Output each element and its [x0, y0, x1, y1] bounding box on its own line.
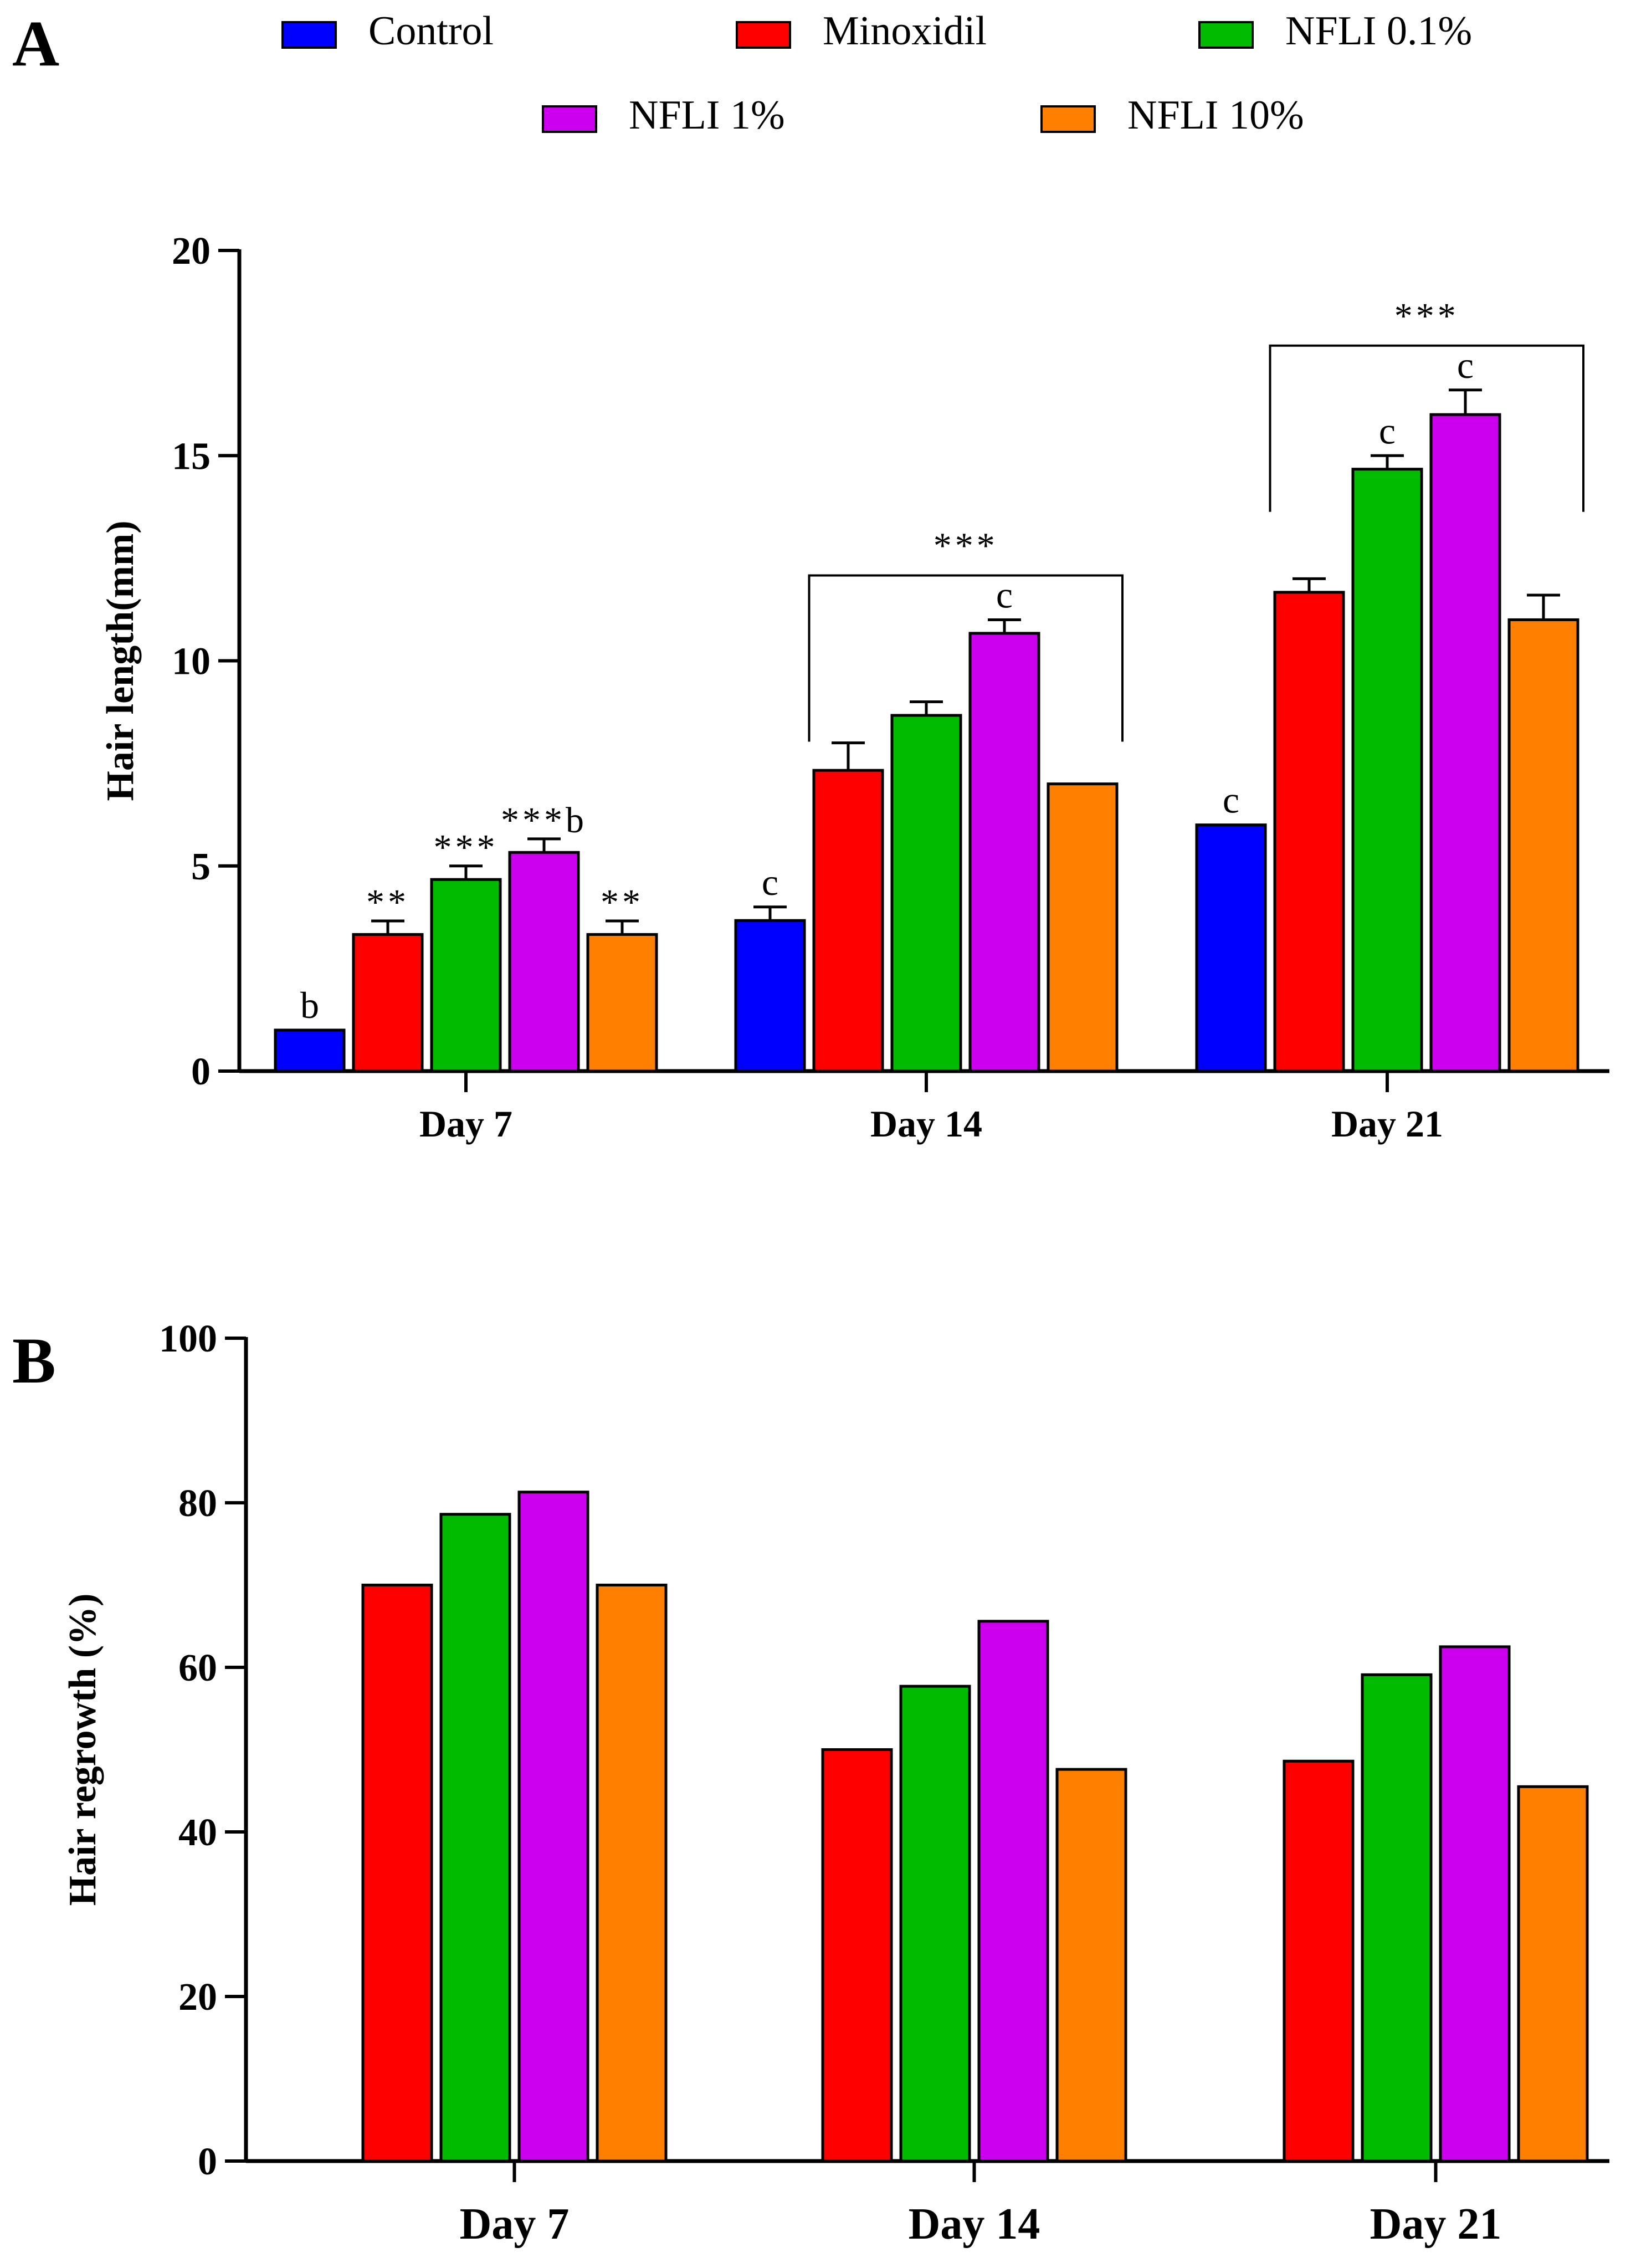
- significance-label-1: ***: [1394, 296, 1459, 336]
- legend-swatch-1: [736, 21, 791, 49]
- y-tick-label-5: 100: [159, 1318, 217, 1360]
- y-tick-label-3: 60: [178, 1647, 217, 1690]
- y-tick-label-1: 5: [191, 846, 211, 888]
- y-tick-label-4: 20: [172, 230, 211, 273]
- bar-1-2: [890, 714, 962, 1073]
- legend: Control Minoxidil NFLI 0.1% NFLI 1% NFLI 10%: [281, 8, 1472, 138]
- bar-2-0: [1283, 1759, 1355, 2163]
- x-tick-label-0: Day 7: [419, 1103, 512, 1145]
- bar-label-0-3: ***b: [501, 800, 587, 841]
- bar-1-4: [1047, 782, 1119, 1073]
- bar-2-2: [1439, 1645, 1511, 2163]
- x-tick-label-0: Day 7: [460, 2200, 570, 2249]
- bar-0-1: [439, 1513, 511, 2163]
- y-axis-title: Hair length(mm): [99, 520, 142, 801]
- y-tick-label-2: 40: [178, 1811, 217, 1854]
- bar-1-3: [968, 632, 1040, 1073]
- bar-label-0-4: **: [601, 882, 644, 923]
- legend-swatch-4: [1040, 105, 1096, 133]
- significance-bracket-1: [1269, 344, 1584, 512]
- bar-1-2: [977, 1620, 1049, 2163]
- bar-2-2: [1351, 468, 1423, 1073]
- bar-2-1: [1273, 591, 1345, 1073]
- legend-swatch-0: [281, 21, 337, 49]
- legend-label-4: NFLI 10%: [1127, 93, 1304, 138]
- bar-0-2: [430, 878, 502, 1073]
- x-tick-label-2: Day 21: [1370, 2200, 1502, 2249]
- bar-label-2-3: c: [1457, 344, 1474, 386]
- legend-label-1: Minoxidil: [823, 8, 987, 54]
- bar-2-0: [1195, 823, 1267, 1073]
- legend-swatch-3: [542, 105, 597, 133]
- bar-2-3: [1517, 1785, 1589, 2163]
- y-tick-label-1: 20: [178, 1976, 217, 2019]
- legend-swatch-2: [1198, 21, 1254, 49]
- bar-1-3: [1055, 1768, 1127, 2163]
- bar-2-1: [1361, 1673, 1433, 2163]
- y-tick-label-4: 80: [178, 1482, 217, 1525]
- y-tick-label-0: 0: [191, 1051, 211, 1093]
- y-tick-label-3: 15: [172, 435, 211, 478]
- bar-0-2: [517, 1491, 589, 2163]
- bar-label-1-3: c: [996, 574, 1013, 616]
- bar-label-2-0: c: [1223, 779, 1239, 821]
- legend-label-0: Control: [368, 8, 494, 54]
- bar-label-2-2: c: [1379, 409, 1396, 452]
- panel-label: B: [12, 1324, 56, 1397]
- x-tick-label-1: Day 14: [870, 1103, 982, 1145]
- significance-bracket-0: [808, 574, 1124, 742]
- y-axis-title: Hair regrowth (%): [61, 1594, 104, 1906]
- bar-0-0: [274, 1028, 346, 1073]
- bar-0-3: [508, 851, 580, 1073]
- bar-2-4: [1507, 618, 1579, 1073]
- bar-1-1: [812, 769, 884, 1073]
- panel-label: A: [12, 7, 59, 80]
- bar-label-0-2: ***: [434, 827, 499, 868]
- bar-label-0-1: **: [366, 882, 409, 923]
- chart-b: B Hair regrowth (%) 0 20 40 60 80 100 Day 7 Day 1…: [12, 1318, 1609, 2249]
- x-tick-label-2: Day 21: [1331, 1103, 1443, 1145]
- legend-label-3: NFLI 1%: [629, 93, 785, 138]
- bar-1-1: [899, 1685, 971, 2163]
- bar-2-3: [1429, 413, 1501, 1073]
- bar-0-0: [361, 1584, 433, 2163]
- bar-1-0: [734, 919, 806, 1073]
- bar-label-1-0: c: [762, 861, 778, 903]
- y-tick-label-2: 10: [172, 641, 211, 683]
- bar-1-0: [821, 1748, 893, 2163]
- bar-0-4: [586, 933, 658, 1073]
- y-tick-label-0: 0: [198, 2141, 217, 2183]
- bar-0-3: [596, 1584, 668, 2163]
- bar-label-0-0: b: [300, 984, 319, 1026]
- x-tick-label-1: Day 14: [909, 2200, 1040, 2249]
- significance-label-0: ***: [934, 525, 998, 566]
- bar-0-1: [352, 933, 424, 1073]
- legend-label-2: NFLI 0.1%: [1285, 8, 1472, 54]
